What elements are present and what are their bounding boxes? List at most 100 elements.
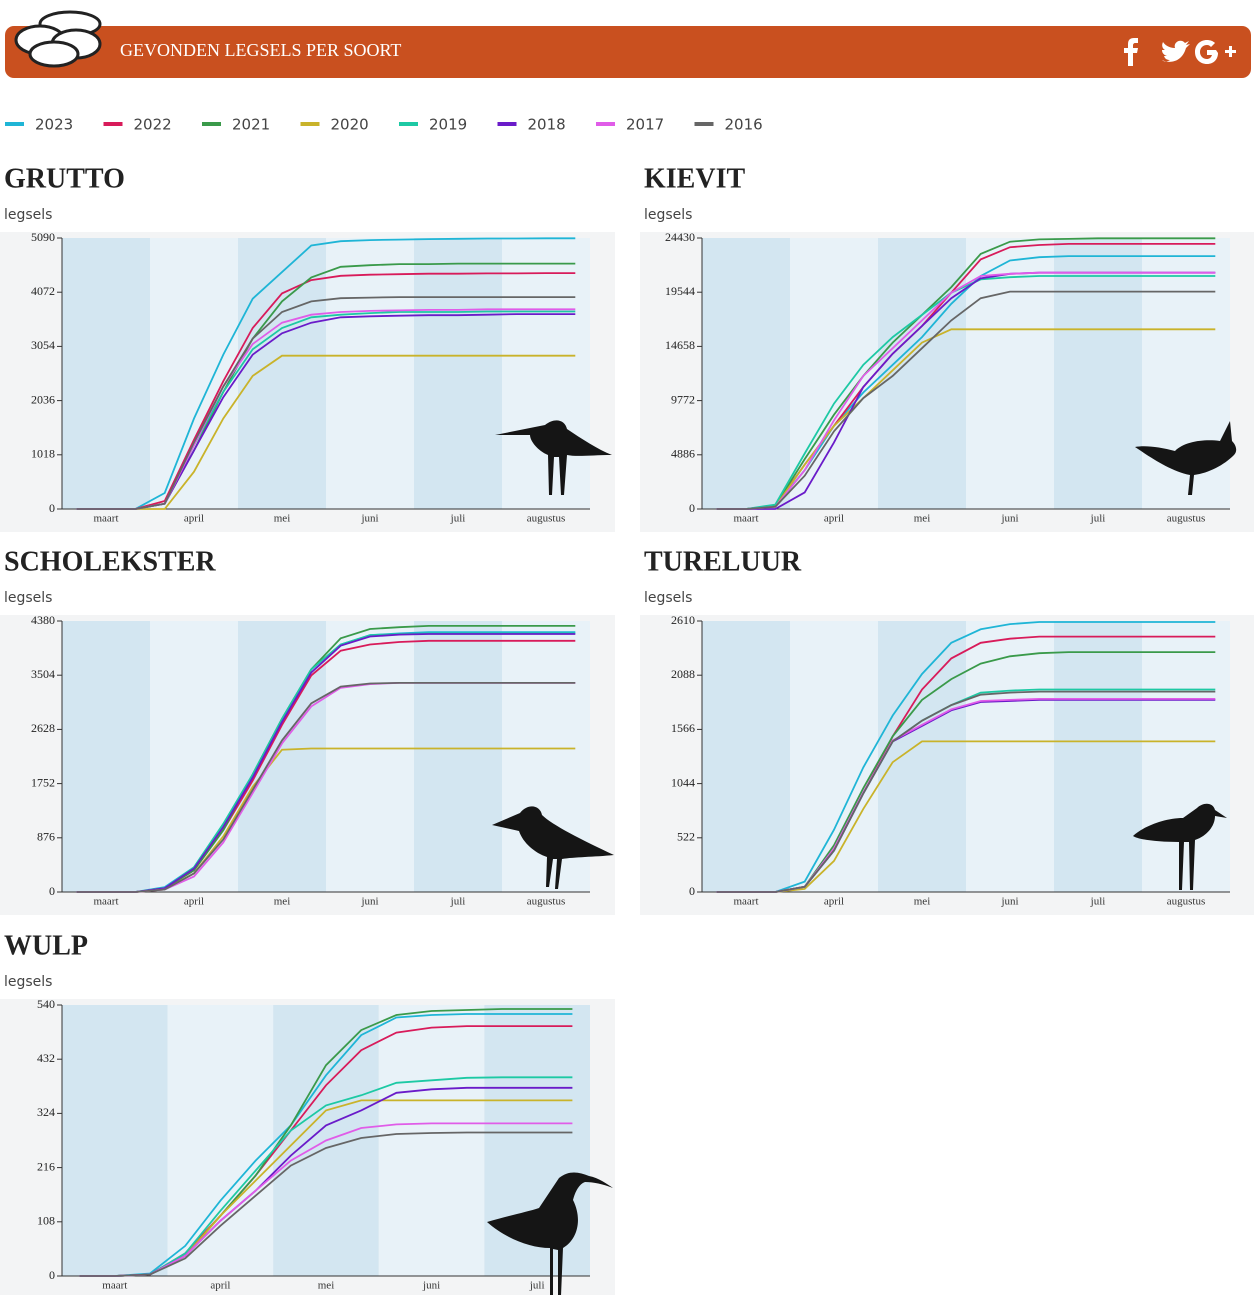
x-tick-label: juli	[1090, 896, 1106, 908]
y-axis-label: legsels	[4, 974, 52, 990]
y-axis-label: legsels	[4, 207, 52, 223]
legend-swatch	[202, 122, 221, 126]
y-tick-label: 2628	[31, 721, 55, 735]
legend-swatch	[103, 122, 123, 126]
series-line	[716, 621, 1216, 893]
x-tick-label: juli	[529, 1280, 545, 1292]
chart-panel: KIEVIT legsels 0 4886 9772 14658 19544 24430 maa…	[640, 163, 1254, 532]
series-line	[716, 328, 1216, 510]
y-tick-label: 4380	[31, 613, 55, 627]
x-tick-label: augustus	[1167, 513, 1206, 525]
series-line	[76, 272, 576, 510]
month-band	[1054, 621, 1142, 892]
bird-silhouette	[1133, 803, 1227, 890]
series-line	[76, 237, 576, 510]
legend-label: 2016	[725, 116, 763, 134]
x-tick-label: april	[824, 896, 844, 908]
y-tick-label: 2088	[671, 667, 695, 681]
bird-silhouette	[1135, 421, 1237, 495]
series-line	[76, 296, 576, 510]
y-tick-label: 19544	[665, 284, 695, 298]
month-band	[966, 621, 1054, 892]
series-line	[716, 690, 1216, 893]
legend-swatch	[694, 122, 714, 126]
month-band	[702, 621, 790, 892]
series-line	[79, 1013, 573, 1277]
month-band	[167, 1005, 274, 1276]
y-tick-label: 14658	[665, 338, 695, 352]
x-tick-label: april	[184, 896, 204, 908]
chart-panel: SCHOLEKSTER legsels 0 876 1752 2628 3504 4380 ma…	[0, 546, 615, 915]
x-tick-label: augustus	[527, 896, 566, 908]
y-tick-label: 2610	[671, 613, 695, 627]
legend-label: 2018	[528, 116, 566, 134]
month-band	[414, 621, 502, 892]
y-axis-label: legsels	[4, 590, 52, 606]
legend-label: 2023	[35, 116, 73, 134]
y-tick-label: 4072	[31, 284, 55, 298]
x-tick-label: juli	[1090, 513, 1106, 525]
y-tick-label: 108	[37, 1214, 55, 1228]
month-band	[326, 238, 414, 509]
month-band	[150, 238, 238, 509]
y-tick-label: 216	[37, 1159, 55, 1173]
legend-label: 2019	[429, 116, 467, 134]
chart-title: GRUTTO	[4, 163, 125, 194]
x-tick-label: juli	[450, 896, 466, 908]
y-tick-label: 0	[49, 501, 55, 515]
bird-silhouette	[495, 420, 612, 495]
x-tick-label: april	[210, 1280, 230, 1292]
facebook-icon[interactable]	[1124, 38, 1138, 66]
x-tick-label: april	[184, 513, 204, 525]
bird-silhouette	[492, 806, 614, 889]
month-band	[1054, 238, 1142, 509]
share-icons[interactable]	[1124, 38, 1236, 66]
month-band	[1142, 621, 1230, 892]
y-tick-label: 876	[37, 830, 55, 844]
y-tick-label: 3504	[31, 667, 55, 681]
y-axis-label: legsels	[644, 207, 692, 223]
legend-label: 2020	[331, 116, 369, 134]
y-tick-label: 2036	[31, 392, 55, 406]
month-band	[966, 238, 1054, 509]
series-line	[716, 271, 1216, 510]
y-tick-label: 432	[37, 1051, 55, 1065]
header-title: GEVONDEN LEGSELS PER SOORT	[120, 40, 401, 60]
month-band	[150, 621, 238, 892]
x-tick-label: mei	[274, 513, 291, 525]
legend-label: 2017	[626, 116, 664, 134]
x-tick-label: mei	[318, 1280, 335, 1292]
twitter-icon[interactable]	[1162, 40, 1190, 62]
series-line	[716, 740, 1216, 893]
y-tick-label: 9772	[671, 392, 695, 406]
month-band	[702, 238, 790, 509]
y-tick-label: 0	[49, 884, 55, 898]
month-band	[62, 238, 150, 509]
series-line	[716, 275, 1216, 510]
month-band	[62, 621, 150, 892]
month-band	[238, 621, 326, 892]
series-line	[716, 237, 1216, 510]
x-tick-label: juni	[360, 896, 378, 908]
y-tick-label: 1044	[671, 775, 695, 789]
legend-swatch	[399, 122, 418, 126]
x-tick-label: juni	[422, 1280, 440, 1292]
legend-label: 2022	[134, 116, 172, 134]
chart-title: KIEVIT	[644, 163, 745, 194]
chart-panel: GRUTTO legsels 0 1018 2036 3054 4072 5090 maart a…	[0, 163, 615, 532]
month-band	[238, 238, 326, 509]
logo	[14, 10, 102, 68]
bird-silhouette	[487, 1172, 613, 1295]
x-tick-label: maart	[93, 896, 118, 908]
header-bar	[5, 26, 1251, 78]
legend-swatch	[5, 122, 24, 126]
x-tick-label: juni	[1000, 513, 1018, 525]
x-tick-label: mei	[914, 896, 931, 908]
legend: 2023 2022 2021 2020 2019 2018 2017 2016	[5, 116, 763, 134]
x-tick-label: april	[824, 513, 844, 525]
y-tick-label: 24430	[665, 230, 695, 244]
legend-swatch	[596, 122, 615, 126]
google-plus-icon[interactable]	[1195, 40, 1236, 64]
